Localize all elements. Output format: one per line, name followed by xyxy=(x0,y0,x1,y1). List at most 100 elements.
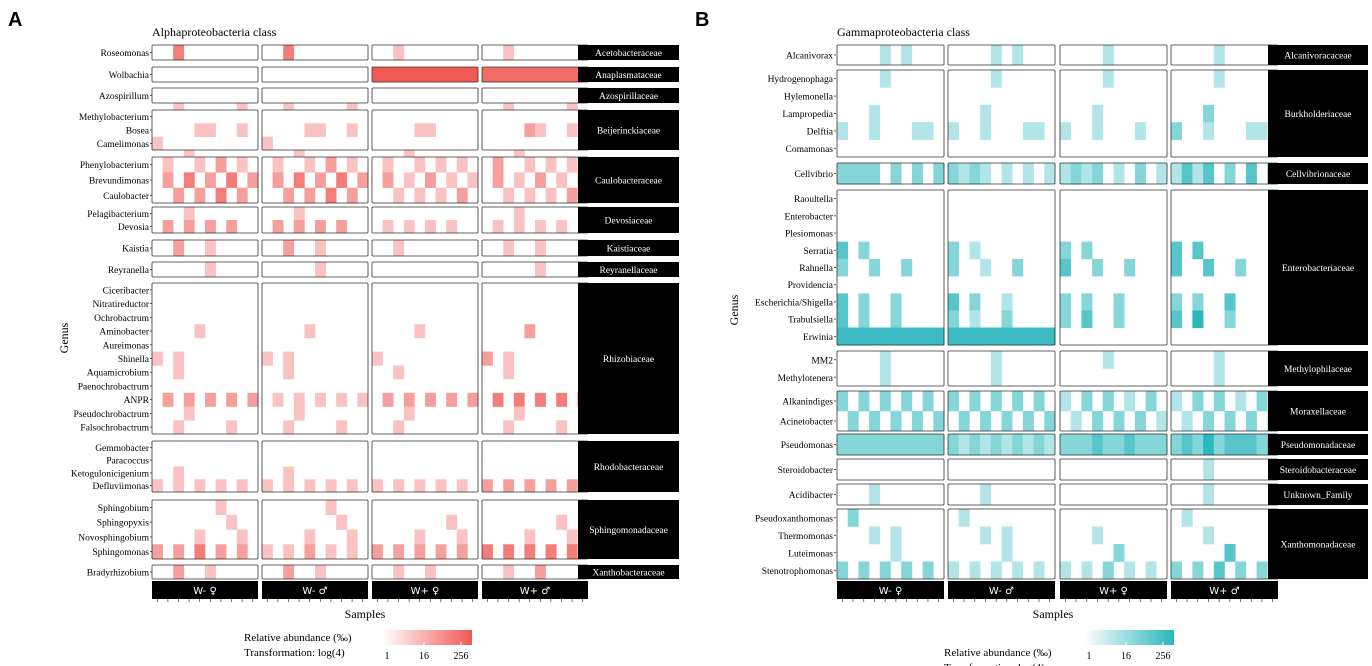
heatmap-cell xyxy=(1171,122,1182,140)
heatmap-cell xyxy=(922,391,934,412)
heatmap-cell xyxy=(890,310,902,329)
heatmap-cell xyxy=(869,258,881,277)
heatmap-cell xyxy=(980,526,992,545)
family-label: Reyranellaceae xyxy=(599,266,657,276)
heatmap-cell xyxy=(1081,293,1093,311)
heatmap-cell xyxy=(980,434,992,456)
heatmap-cell xyxy=(503,479,515,493)
family-strip xyxy=(578,262,679,277)
group-panel-border xyxy=(947,390,1056,432)
heatmap-cell xyxy=(304,324,316,339)
genus-label: Pelagibacterium xyxy=(87,210,149,220)
genus-label: Nitratireductor xyxy=(93,300,150,310)
group-panel-border xyxy=(947,162,1056,185)
group-panel-bg xyxy=(372,283,478,434)
group-panel-border xyxy=(151,109,259,151)
heatmap-cell xyxy=(837,122,848,140)
group-panel-bg xyxy=(837,459,944,480)
group-panel-border xyxy=(371,109,479,151)
heatmap-cell xyxy=(446,172,458,188)
heatmap-cell xyxy=(1213,45,1225,66)
group-panel-border xyxy=(151,440,259,493)
heatmap-cell xyxy=(1224,411,1236,432)
heatmap-cell xyxy=(1012,327,1024,346)
heatmap-cell xyxy=(901,258,913,277)
heatmap-cell xyxy=(467,172,479,188)
heatmap-cell xyxy=(869,434,881,456)
heatmap-cell xyxy=(1124,434,1136,456)
genus-label: Providencia xyxy=(788,281,834,291)
family-reyranellaceae: Reyranella Reyranellaceae xyxy=(108,261,679,278)
heatmap-cell xyxy=(293,406,305,421)
heatmap-cell xyxy=(1044,411,1056,432)
heatmap-cell xyxy=(1092,526,1104,545)
family-label: Anaplasmataceae xyxy=(595,71,661,81)
heatmap-cell xyxy=(325,479,337,493)
legend-title: Relative abundance (‰) xyxy=(244,632,352,644)
heatmap-cell xyxy=(425,172,436,188)
family-strip xyxy=(1268,459,1368,480)
heatmap-cell xyxy=(1081,561,1093,580)
group-bar xyxy=(482,581,588,599)
genus-label: Alkanindiges xyxy=(782,398,833,408)
group-panel-bg xyxy=(482,283,588,434)
heatmap-cell xyxy=(1235,258,1247,277)
family-anaplasmataceae: Wolbachia Anaplasmataceae xyxy=(109,66,679,128)
family-enterobacteriaceae: Raoultella Enterobacter Plesiomonas Serrati… xyxy=(755,189,1368,346)
heatmap-cell xyxy=(446,67,458,83)
group-panel-border xyxy=(947,69,1056,158)
genus-label: Methylobacterium xyxy=(79,113,150,123)
heatmap-cell xyxy=(1113,544,1125,562)
group-panel-border xyxy=(261,499,369,560)
heatmap-cell xyxy=(1092,122,1104,140)
family-label: Sphingomonadaceae xyxy=(589,526,668,536)
heatmap-cell xyxy=(336,420,348,435)
family-label: Acetobacteraceae xyxy=(595,49,662,59)
heatmap-cell xyxy=(1156,163,1168,185)
heatmap-cell xyxy=(1022,163,1034,185)
heatmap-cell xyxy=(901,327,913,346)
legend-tick-label: 256 xyxy=(1156,651,1171,662)
heatmap-cell xyxy=(1081,434,1093,456)
group-panel-border xyxy=(261,156,369,204)
heatmap-cell xyxy=(969,241,981,260)
heatmap-cell xyxy=(325,187,337,204)
heatmap-cell xyxy=(162,172,174,188)
heatmap-cell xyxy=(393,240,405,257)
heatmap-cell xyxy=(980,163,992,185)
heatmap-cell xyxy=(545,187,557,204)
heatmap-cell xyxy=(1060,310,1071,329)
heatmap-cell xyxy=(948,122,959,140)
group-panel-border xyxy=(371,239,479,257)
heatmap-cell xyxy=(535,123,546,137)
group-panel-bg xyxy=(1171,484,1278,505)
heatmap-cell xyxy=(933,434,945,456)
heatmap-cell xyxy=(414,324,426,339)
genus-label: Ciceribacter xyxy=(103,286,150,296)
heatmap-cell xyxy=(1060,258,1071,277)
heatmap-cell xyxy=(1102,70,1114,88)
heatmap-cell xyxy=(456,479,468,493)
heatmap-cell xyxy=(446,220,458,234)
heatmap-cell xyxy=(879,434,891,456)
group-panel-border xyxy=(151,206,259,234)
family-label: Xanthobacteraceae xyxy=(592,569,664,579)
heatmap-cell xyxy=(173,420,185,435)
heatmap-cell xyxy=(272,392,284,407)
heatmap-cell xyxy=(1060,293,1071,311)
genus-label: Caulobacter xyxy=(103,192,150,202)
heatmap-cell xyxy=(566,187,578,204)
group-panel-bg xyxy=(152,45,258,60)
genus-label: Thermomonas xyxy=(778,532,833,542)
heatmap-cell xyxy=(1134,163,1146,185)
group-panel-border xyxy=(1059,44,1168,66)
heatmap-cell xyxy=(425,565,436,580)
family-devosiaceae: Pelagibacterium Devosia Devosiaceae xyxy=(87,206,679,234)
genus-label: Plesiomonas xyxy=(785,230,833,240)
heatmap-cell xyxy=(173,466,185,480)
genus-label: Pseudoxanthomonas xyxy=(755,514,833,524)
heatmap-cell xyxy=(990,351,1002,369)
heatmap-cell xyxy=(990,45,1002,66)
heatmap-cell xyxy=(566,67,578,83)
heatmap-cell xyxy=(948,391,959,412)
